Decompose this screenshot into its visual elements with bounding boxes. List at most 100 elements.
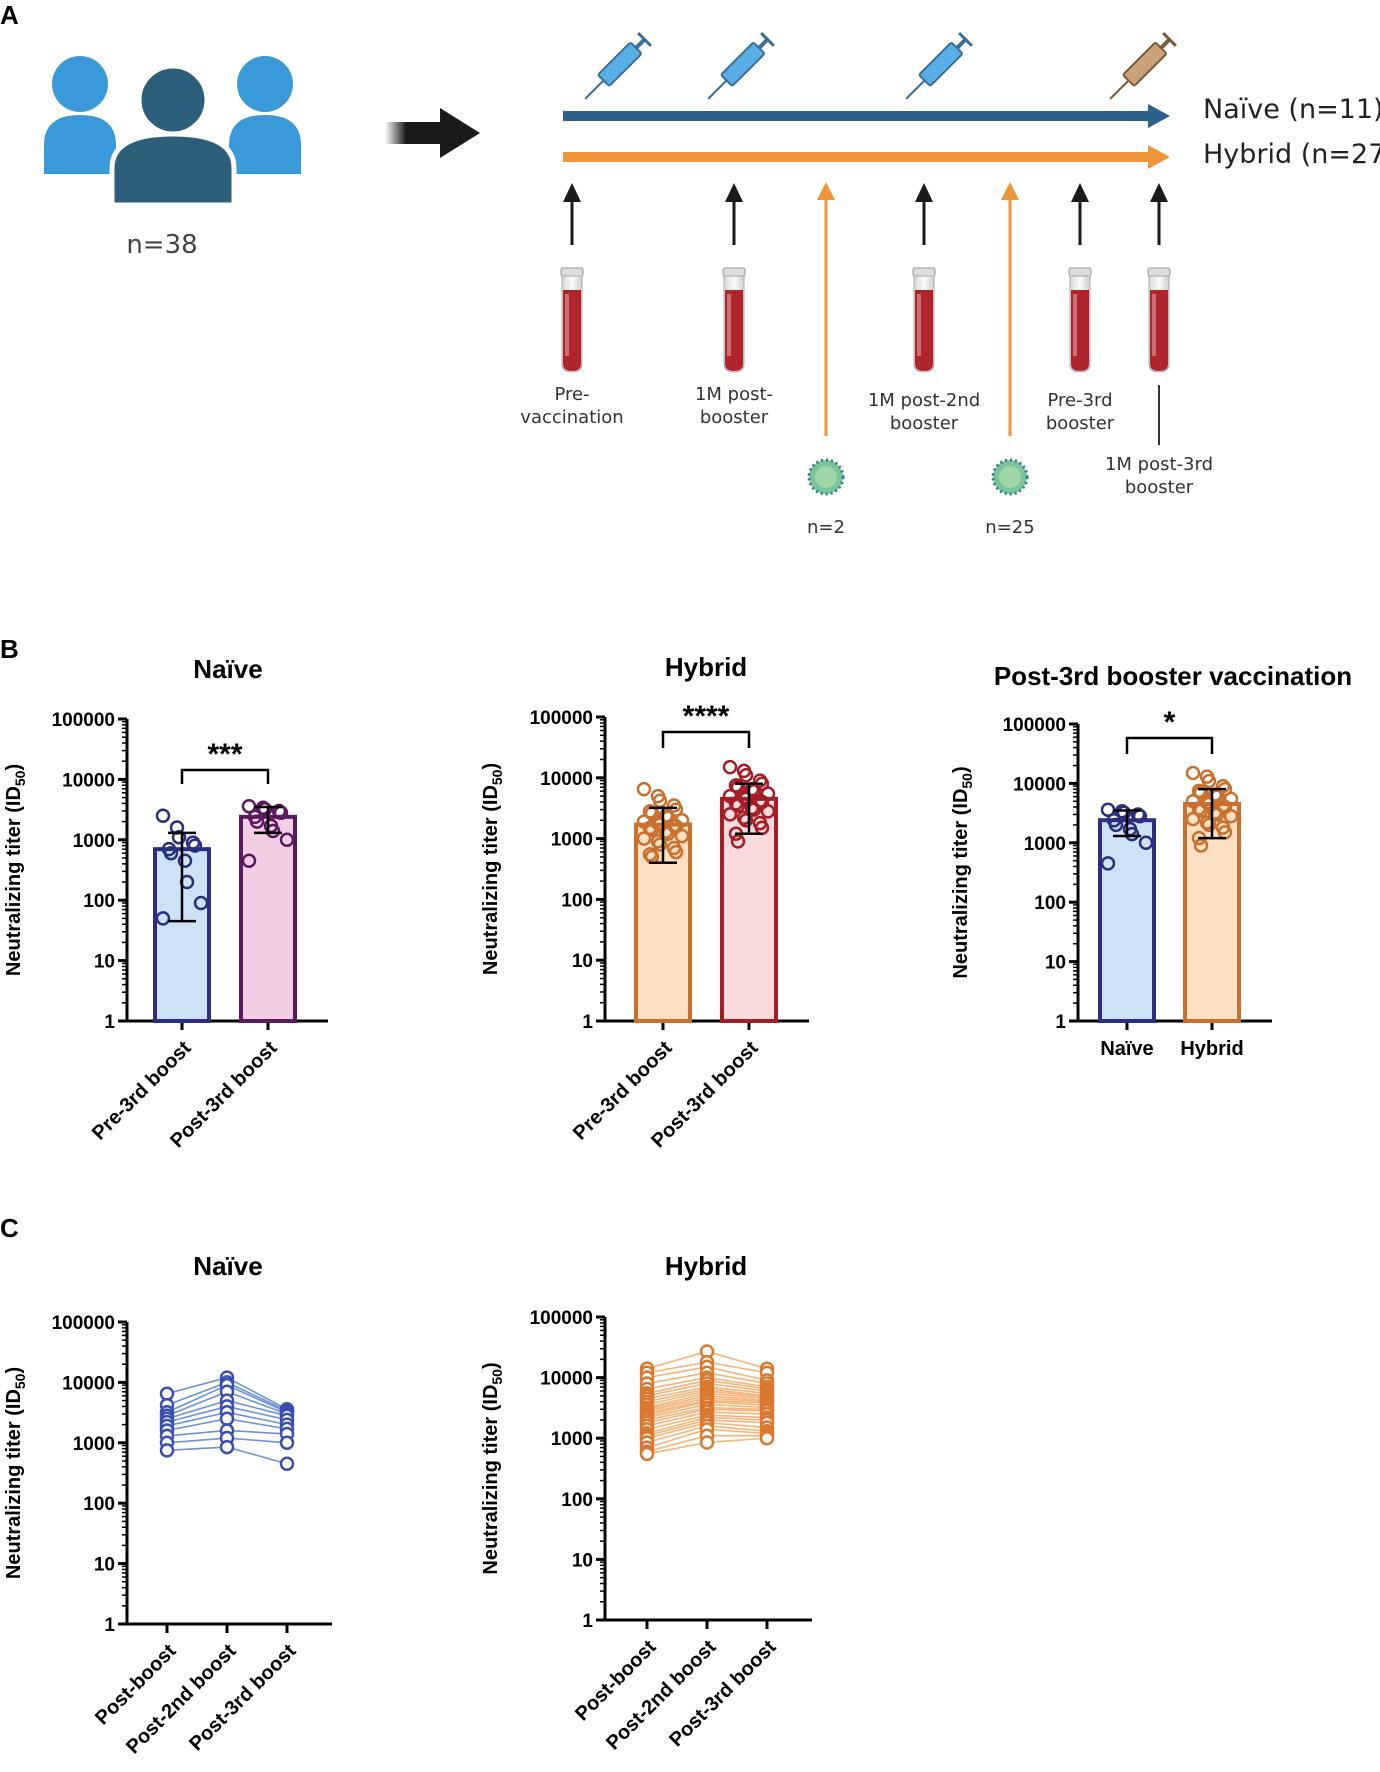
data-point [249, 814, 265, 829]
sample-arrow-head [725, 183, 743, 202]
sample-arrow-head [1150, 183, 1168, 202]
booster-syringe-icon [1109, 32, 1177, 100]
data-point [728, 778, 744, 793]
y-tick-label: 100 [83, 891, 115, 912]
y-tick-label: 10000 [62, 1373, 115, 1394]
vaccine-syringe-icon [584, 32, 652, 100]
data-point [652, 837, 668, 852]
data-point [760, 804, 776, 819]
tube-blood [725, 290, 743, 371]
tube-cap [1068, 267, 1092, 277]
tube-shine [1073, 294, 1077, 356]
tube-blood [1150, 290, 1168, 371]
significance-label: *** [207, 738, 242, 771]
data-point [636, 831, 652, 846]
data-point [636, 781, 652, 797]
y-tick-label: 100 [83, 1494, 115, 1515]
data-point [1201, 773, 1217, 789]
infection-arrow-2 [1001, 182, 1019, 436]
y-tick-label: 10 [1045, 953, 1066, 974]
participants-count: n=38 [126, 230, 197, 260]
chart-c-hybrid: Hybrid Neutralizing titer (ID50) 1 10 100 100… [480, 1251, 812, 1754]
data-point [699, 1435, 715, 1450]
infection-count-1: n=2 [807, 517, 845, 538]
tube-cap [560, 267, 584, 277]
sample-label-line1: Pre- [554, 384, 589, 405]
significance-bracket [1125, 736, 1214, 754]
data-point [219, 1411, 235, 1427]
chart-title: Naïve [193, 654, 262, 684]
sample-label-line1: 1M post-3rd [1105, 454, 1213, 475]
x-category-label: Post-3rd boost [185, 1640, 301, 1756]
y-tick-label: 100000 [52, 1313, 115, 1334]
y-tick-label: 100 [561, 890, 593, 911]
chart-title: Post-3rd booster vaccination [994, 661, 1352, 691]
data-point [644, 822, 660, 837]
sample-label-line2: booster [890, 413, 959, 434]
data-point [668, 844, 684, 860]
tube-blood [1071, 290, 1089, 371]
sample-label-line1: 1M post- [695, 384, 773, 405]
sample-label-line1: 1M post-2nd [868, 390, 980, 411]
x-category-label: Post-2nd boost [602, 1636, 721, 1755]
data-point [1116, 805, 1132, 821]
significance-bracket [661, 730, 751, 748]
chart-title: Hybrid [665, 1251, 747, 1281]
virus-icon [807, 458, 845, 496]
y-tick-label: 1000 [551, 1429, 593, 1450]
data-point [159, 1386, 175, 1401]
y-axis-label: Neutralizing titer (ID50) [3, 1367, 28, 1579]
data-point [1193, 803, 1209, 818]
data-point [639, 1446, 655, 1462]
y-tick-label: 100000 [530, 1308, 593, 1329]
sample-arrow-head [563, 183, 581, 202]
group-naive-label: Naïve (n=11) [1203, 94, 1380, 125]
chart-title: Hybrid [665, 652, 747, 682]
timeline-naive [563, 104, 1170, 128]
sample-label-line1: Pre-3rd [1047, 390, 1112, 411]
y-tick-label: 1 [1055, 1012, 1066, 1033]
y-tick-label: 10 [572, 951, 593, 972]
tube-shine [1152, 294, 1156, 356]
y-axis-label: Neutralizing titer (ID50) [3, 764, 28, 976]
y-tick-label: 100000 [52, 710, 115, 731]
tube-cap [722, 267, 746, 277]
sample-label-line2: booster [1046, 413, 1115, 434]
x-category-label: Naïve [1100, 1038, 1153, 1060]
data-point [155, 808, 171, 824]
y-tick-label: 1000 [73, 831, 115, 852]
data-point [722, 807, 738, 822]
vaccine-syringe-icon [905, 32, 973, 100]
data-point [177, 853, 193, 868]
tube-blood [915, 290, 933, 371]
vaccine-syringe-icon [707, 32, 775, 100]
x-category-label: Hybrid [1180, 1038, 1243, 1060]
y-tick-label: 1 [582, 1012, 593, 1033]
blood-tube-icon [722, 267, 746, 373]
data-point [193, 895, 209, 911]
sample-label-line2: vaccination [520, 407, 623, 428]
data-point [271, 803, 287, 819]
y-axis-label: Neutralizing titer (ID50) [480, 1362, 505, 1574]
blood-tube-icon [1068, 267, 1092, 373]
sample-label-line2: booster [700, 407, 769, 428]
panel-label-a: A [0, 0, 19, 30]
panel-label-b: B [0, 634, 19, 664]
data-point [744, 800, 760, 816]
data-point [1191, 801, 1207, 816]
chart-b-naive: Naïve Neutralizing titer (ID50) 1 10 100 1000… [3, 654, 328, 1152]
y-tick-label: 10000 [62, 770, 115, 791]
data-point [759, 1430, 775, 1446]
data-point [163, 845, 179, 861]
data-point [279, 832, 295, 848]
significance-label: * [1164, 706, 1176, 739]
data-point [722, 759, 738, 775]
y-tick-label: 100000 [1003, 715, 1066, 736]
x-category-label: Post-3rd boost [665, 1636, 781, 1752]
tube-blood [563, 290, 581, 371]
y-tick-label: 10000 [540, 769, 593, 790]
infection-count-2: n=25 [985, 517, 1034, 538]
data-point [257, 802, 273, 817]
bar [1098, 818, 1156, 1023]
